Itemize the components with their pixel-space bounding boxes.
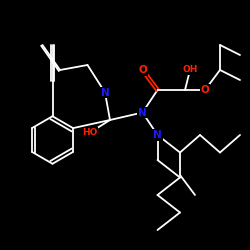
Text: O: O [200, 85, 209, 95]
Text: N: N [153, 130, 162, 140]
Text: O: O [138, 65, 147, 75]
Text: N: N [100, 88, 110, 98]
Text: HO: HO [82, 128, 98, 137]
Text: N: N [138, 108, 147, 118]
Text: OH: OH [182, 66, 198, 74]
